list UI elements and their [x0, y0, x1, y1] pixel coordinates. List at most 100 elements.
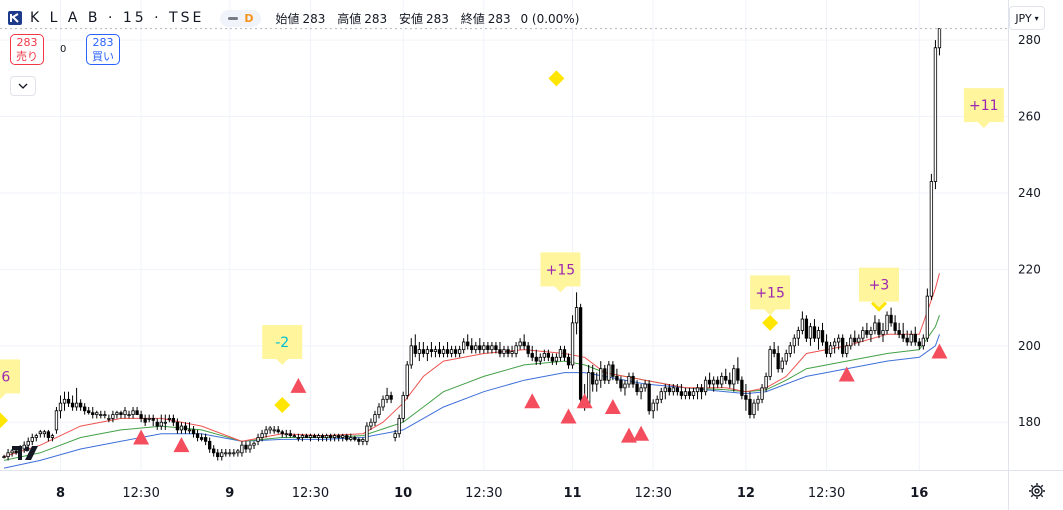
candle: [679, 384, 684, 400]
candle: [167, 414, 171, 423]
candle: [764, 372, 768, 392]
candle: [46, 429, 51, 442]
open-label: 始値: [275, 11, 300, 26]
chevron-down-icon: [18, 83, 28, 89]
candle: [845, 341, 849, 358]
candle: [115, 410, 119, 419]
candle: [659, 387, 663, 404]
candle: [38, 429, 42, 438]
candle: [389, 391, 393, 404]
candle: [655, 395, 659, 411]
candle: [748, 391, 752, 419]
candle: [449, 345, 454, 358]
candle: [853, 330, 857, 346]
buy-marker: [838, 366, 855, 382]
price-axis[interactable]: 180 200 220 240 260 280: [1018, 33, 1041, 429]
candle: [54, 406, 59, 434]
candle: [135, 406, 139, 415]
candle: [675, 384, 680, 396]
collapse-legend-button[interactable]: [10, 76, 36, 96]
candle: [772, 341, 776, 358]
buy-marker: [560, 408, 577, 424]
candle: [385, 387, 389, 404]
candle: [95, 410, 99, 419]
candle: [857, 334, 861, 346]
high-value: 283: [364, 11, 388, 26]
candle: [534, 349, 538, 365]
candle: [30, 433, 34, 446]
candle: [506, 345, 510, 358]
x-tick-label: 12:30: [808, 486, 845, 501]
candle: [445, 341, 450, 358]
y-tick-label: 220: [1018, 262, 1041, 276]
candle: [195, 429, 200, 442]
buy-marker: [524, 393, 541, 409]
candle: [199, 433, 204, 442]
candle: [667, 384, 671, 396]
candle: [409, 338, 413, 369]
buy-button[interactable]: 283 買い: [86, 34, 120, 65]
candle: [574, 292, 579, 335]
currency-selector[interactable]: JPY ▾: [1009, 6, 1045, 30]
candle: [208, 437, 212, 453]
interval-badge[interactable]: D: [220, 9, 262, 27]
candle: [804, 315, 809, 342]
candle: [869, 326, 873, 342]
candle: [591, 364, 595, 392]
candle: [183, 422, 188, 434]
candle: [433, 345, 438, 358]
candle: [695, 384, 700, 400]
candle: [893, 315, 897, 335]
candle: [562, 345, 567, 362]
gear-icon[interactable]: [1027, 481, 1047, 501]
candle: [558, 345, 563, 362]
candle: [736, 357, 740, 385]
candle: [510, 345, 514, 358]
x-tick-label: 10: [394, 486, 412, 501]
x-tick-label: 12:30: [465, 486, 502, 501]
candle: [457, 345, 462, 358]
candle: [635, 380, 639, 396]
candle: [699, 384, 704, 400]
candle: [413, 334, 417, 358]
currency-label: JPY: [1015, 11, 1032, 25]
candle: [703, 376, 708, 396]
candle: [861, 326, 865, 342]
candle: [566, 353, 571, 369]
candle: [623, 380, 627, 396]
time-axis[interactable]: 8 12:30 9 12:30 10 12:30 11 12:30 12 12:30 16: [56, 486, 928, 501]
candle: [34, 433, 38, 442]
symbol-title[interactable]: K L A B · 15 · TSE: [30, 10, 205, 26]
low-value: 283: [425, 11, 449, 26]
interval-badge-label: D: [244, 11, 254, 25]
candle: [514, 341, 518, 358]
candle: [631, 372, 635, 388]
candle: [324, 433, 329, 442]
candle: [478, 338, 482, 354]
x-tick-label: 12: [737, 486, 755, 501]
buy-marker: [576, 393, 593, 409]
candle: [91, 406, 95, 419]
candle: [639, 384, 643, 400]
candle: [816, 326, 821, 350]
candle: [123, 406, 127, 419]
y-tick-label: 180: [1018, 415, 1041, 429]
tradingview-logo-icon[interactable]: [12, 444, 44, 462]
candle: [341, 433, 345, 442]
candle: [820, 322, 825, 346]
candle: [337, 433, 341, 442]
sell-button[interactable]: 283 売り: [10, 34, 44, 65]
callout: +3: [858, 267, 899, 308]
candle: [490, 341, 494, 354]
candle: [248, 441, 252, 453]
callout-label: +15: [546, 262, 576, 278]
candle: [607, 361, 611, 385]
candle: [345, 433, 349, 442]
candle: [87, 406, 91, 415]
signal-marker: [0, 412, 8, 429]
candle: [494, 341, 498, 354]
candle: [671, 384, 675, 396]
candle: [474, 341, 478, 354]
candle: [139, 410, 143, 423]
